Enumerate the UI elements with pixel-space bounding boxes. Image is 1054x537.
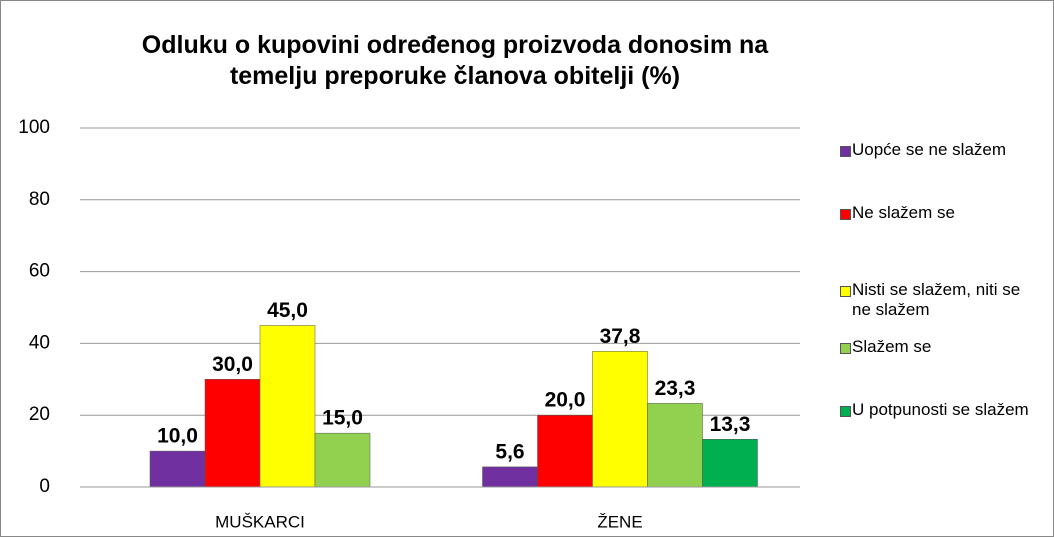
x-tick-label: ŽENE [597,512,642,531]
y-tick-label: 40 [29,332,50,353]
bar [537,414,593,488]
legend-label: Slažem se [852,337,932,356]
bar [314,432,371,488]
y-tick-label: 100 [18,117,50,138]
bar [204,379,261,488]
legend-label: Ne slažem se [852,203,955,222]
value-label: 10,0 [157,425,198,448]
legend-label: Uopće se ne slažem [852,140,1007,159]
x-tick-label: MUŠKARCI [215,512,305,531]
chart-title: Odluku o kupovini određenog proizvoda do… [141,31,769,90]
y-tick-label: 0 [39,476,50,497]
bar [259,325,316,488]
value-label: 20,0 [545,389,586,412]
y-tick-label: 60 [29,261,50,282]
legend-swatch [840,286,851,297]
value-label: 5,6 [495,440,524,463]
value-label: 45,0 [267,299,308,322]
bar [647,403,703,488]
value-label: 13,3 [710,413,751,436]
value-label: 23,3 [655,377,696,400]
legend-swatch [840,343,851,354]
legend-label: Nisti se slažem, niti se ne slažem [852,280,1021,319]
y-tick-label: 80 [29,189,50,210]
bar [702,439,758,488]
legend-swatch [840,146,851,157]
value-label: 30,0 [212,353,253,376]
legend-swatch [840,406,851,417]
bar [482,466,538,488]
value-label: 37,8 [600,325,641,348]
bar [149,450,206,488]
legend-label: U potpunosti se slažem [852,400,1029,419]
legend-swatch [840,209,851,220]
value-label: 15,0 [322,407,363,430]
bar [592,351,648,488]
y-tick-label: 20 [29,404,50,425]
